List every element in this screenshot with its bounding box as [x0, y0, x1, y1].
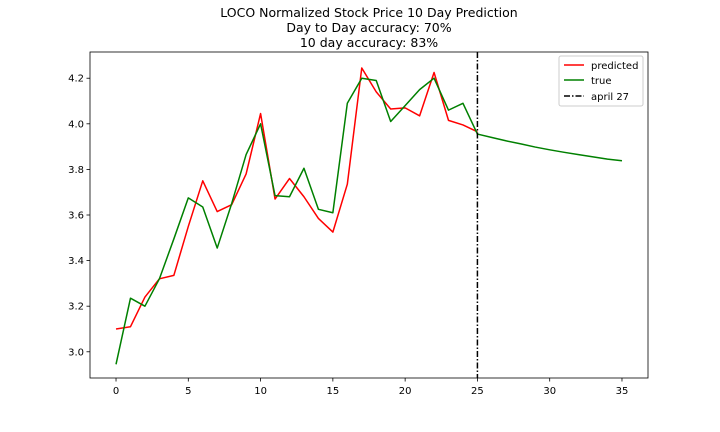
series-line-predicted	[115, 67, 478, 330]
axes: 0 5 10 15 20 25 30 35 3.0 3.2 3.4 3.6 3.8 4.0 4.2	[68, 51, 649, 397]
series-line-true	[115, 77, 623, 365]
y-tick-label: 3.0	[68, 347, 84, 358]
x-tick-label: 35	[616, 386, 629, 397]
y-tick-label: 3.6	[68, 211, 84, 222]
x-tick-label: 0	[113, 386, 119, 397]
x-tick-label: 15	[326, 386, 339, 397]
legend-label-true: true	[591, 76, 612, 87]
legend-box	[558, 55, 644, 107]
x-tick-label: 25	[471, 386, 484, 397]
y-tick-label: 3.2	[68, 302, 84, 313]
x-tick-label: 30	[543, 386, 556, 397]
chart-title-line-2: Day to Day accuracy: 70%	[286, 20, 451, 35]
y-tick-label: 4.0	[68, 119, 84, 130]
chart-title-line-3: 10 day accuracy: 83%	[300, 35, 438, 50]
y-tick-label: 3.4	[68, 256, 84, 267]
legend-label-predicted: predicted	[591, 61, 638, 72]
legend: predicted true april 27	[558, 55, 644, 107]
x-tick-label: 10	[254, 386, 267, 397]
chart-title-line-1: LOCO Normalized Stock Price 10 Day Predi…	[220, 5, 517, 20]
y-tick-label: 4.2	[68, 74, 84, 85]
x-tick-label: 5	[185, 386, 191, 397]
legend-label-april-27: april 27	[591, 92, 629, 103]
x-tick-label: 20	[399, 386, 412, 397]
y-tick-label: 3.8	[68, 165, 84, 176]
plot-area	[115, 52, 623, 378]
